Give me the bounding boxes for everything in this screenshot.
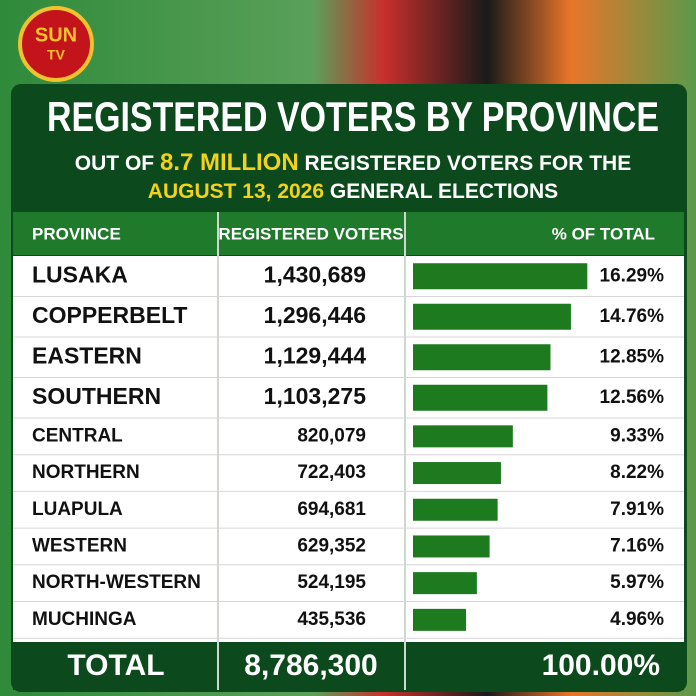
province: LUSAKA (32, 261, 128, 287)
subtitle-date: AUGUST 13, 2026 (148, 180, 324, 203)
subtitle-text: OUT OF (75, 152, 154, 175)
voters: 820,079 (297, 425, 366, 446)
bar (413, 535, 490, 558)
percent-label: 12.85% (600, 346, 665, 367)
voters: 629,352 (297, 535, 366, 556)
bar (413, 608, 467, 631)
percent-label: 7.91% (610, 499, 664, 520)
total-row (13, 642, 684, 690)
subtitle: OUT OF 8.7 MILLION REGISTERED VOTERS FOR… (75, 149, 631, 176)
bar (413, 344, 551, 371)
subtitle-text: GENERAL ELECTIONS (330, 180, 558, 203)
province: CENTRAL (32, 425, 123, 446)
voters: 1,129,444 (264, 342, 367, 368)
voters: 1,103,275 (264, 383, 367, 409)
percent-label: 5.97% (610, 572, 664, 593)
table-body (13, 256, 684, 642)
subtitle: AUGUST 13, 2026 GENERAL ELECTIONS (148, 180, 558, 203)
bar (413, 498, 498, 521)
voters: 1,430,689 (264, 261, 366, 287)
voters: 524,195 (297, 572, 366, 593)
province: WESTERN (32, 535, 127, 556)
bar (413, 384, 548, 411)
bar (413, 303, 571, 330)
logo-text: TV (47, 47, 66, 63)
province: MUCHINGA (32, 609, 137, 630)
bar (413, 425, 513, 448)
percent-label: 14.76% (600, 306, 665, 327)
logo-badge (18, 6, 94, 82)
percent-label: 8.22% (610, 462, 664, 483)
province: EASTERN (32, 342, 142, 368)
column-header: PROVINCE (32, 224, 121, 243)
voters: 722,403 (297, 462, 366, 483)
bar (413, 263, 588, 290)
voters: 1,296,446 (264, 302, 366, 328)
subtitle-text: REGISTERED VOTERS FOR THE (305, 152, 632, 175)
province: NORTH-WESTERN (32, 572, 201, 593)
bar (413, 572, 477, 595)
province: LUAPULA (32, 499, 123, 520)
percent-label: 7.16% (610, 535, 664, 556)
voters: 694,681 (297, 499, 366, 520)
total-percent: 100.00% (542, 649, 660, 682)
column-header: REGISTERED VOTERS (218, 224, 403, 243)
province: SOUTHERN (32, 383, 161, 409)
bar (413, 462, 501, 485)
logo-text: SUN (35, 24, 77, 46)
title: REGISTERED VOTERS BY PROVINCE (47, 93, 659, 140)
province: COPPERBELT (32, 302, 187, 328)
voters: 435,536 (297, 609, 366, 630)
total-label: TOTAL (67, 649, 164, 682)
percent-label: 4.96% (610, 609, 664, 630)
percent-label: 9.33% (610, 425, 664, 446)
total-voters: 8,786,300 (244, 649, 377, 682)
column-header: % OF TOTAL (552, 224, 655, 243)
percent-label: 16.29% (600, 265, 665, 286)
percent-label: 12.56% (600, 387, 665, 408)
header-row (13, 212, 684, 255)
province: NORTHERN (32, 462, 140, 483)
subtitle-highlight: 8.7 MILLION (160, 149, 299, 176)
